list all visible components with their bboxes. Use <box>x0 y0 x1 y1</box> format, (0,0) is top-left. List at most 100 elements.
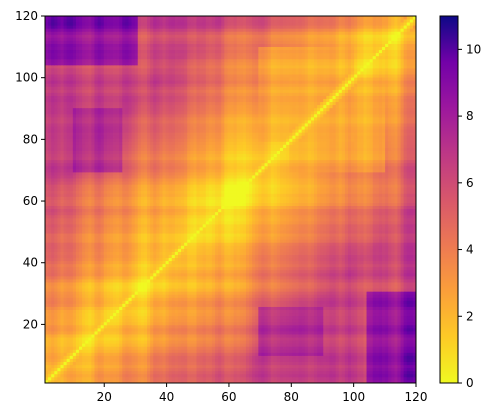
heatmap-cell <box>357 321 361 326</box>
heatmap-cell <box>295 349 299 353</box>
heatmap-cell <box>270 263 275 268</box>
heatmap-cell <box>273 373 278 378</box>
heatmap-cell <box>400 379 405 384</box>
heatmap-cell <box>147 324 151 329</box>
heatmap-cell <box>150 312 154 317</box>
heatmap-cell <box>406 285 411 289</box>
heatmap-cell <box>48 315 52 320</box>
heatmap-cell <box>258 331 262 335</box>
heatmap-cell <box>116 324 120 329</box>
heatmap-cell <box>249 318 253 323</box>
heatmap-cell <box>54 361 58 366</box>
heatmap-cell <box>221 260 225 265</box>
heatmap-cell <box>385 340 389 344</box>
heatmap-cell <box>215 376 219 381</box>
heatmap-cell <box>168 306 173 310</box>
heatmap-cell <box>295 355 299 359</box>
heatmap-cell <box>171 379 176 384</box>
heatmap-cell <box>224 379 228 384</box>
heatmap-cell <box>193 257 197 262</box>
heatmap-cell <box>273 370 278 375</box>
heatmap-cell <box>317 367 321 372</box>
heatmap-cell <box>289 361 293 366</box>
heatmap-cell <box>286 361 290 366</box>
heatmap-cell <box>171 269 176 274</box>
heatmap-cell <box>363 303 367 307</box>
heatmap-cell <box>165 358 170 362</box>
heatmap-cell <box>205 272 210 277</box>
heatmap-cell <box>66 254 71 259</box>
heatmap-cell <box>347 337 352 341</box>
heatmap-cell <box>242 257 247 262</box>
heatmap-cell <box>82 254 86 259</box>
heatmap-cell <box>113 282 117 286</box>
heatmap-cell <box>409 337 414 341</box>
heatmap-cell <box>190 340 194 344</box>
heatmap-cell <box>177 358 182 362</box>
heatmap-cell <box>54 275 58 280</box>
heatmap-cell <box>307 303 312 307</box>
heatmap-cell <box>335 355 340 359</box>
heatmap-cell <box>181 349 185 353</box>
heatmap-cell <box>378 334 383 338</box>
heatmap-cell <box>270 285 275 289</box>
heatmap-cell <box>60 321 64 326</box>
heatmap-cell <box>338 337 343 341</box>
heatmap-cell <box>171 285 176 289</box>
heatmap-cell <box>394 321 398 326</box>
heatmap-cell <box>91 352 95 356</box>
heatmap-cell <box>301 361 306 366</box>
heatmap-cell <box>106 291 111 295</box>
heatmap-cell <box>97 343 102 347</box>
heatmap-cell <box>354 275 358 280</box>
heatmap-cell <box>357 263 361 268</box>
heatmap-cell <box>79 376 83 381</box>
heatmap-cell <box>97 297 102 301</box>
heatmap-cell <box>153 340 157 344</box>
heatmap-cell <box>313 321 318 326</box>
heatmap-cell <box>60 355 64 359</box>
heatmap-cell <box>196 324 200 329</box>
heatmap-cell <box>230 358 234 362</box>
heatmap-cell <box>264 306 268 310</box>
heatmap-cell <box>82 376 86 381</box>
heatmap-cell <box>165 303 170 307</box>
heatmap-cell <box>313 272 318 277</box>
heatmap-cell <box>233 257 238 262</box>
heatmap-cell <box>109 364 114 369</box>
heatmap-cell <box>273 355 278 359</box>
heatmap-cell <box>310 352 315 356</box>
heatmap-cell <box>159 263 163 268</box>
heatmap-cell <box>137 355 142 359</box>
heatmap-cell <box>273 376 278 381</box>
heatmap-cell <box>249 340 253 344</box>
heatmap-cell <box>140 282 145 286</box>
heatmap-cell <box>338 260 343 265</box>
heatmap-cell <box>60 367 64 372</box>
heatmap-cell <box>82 373 86 378</box>
heatmap-cell <box>258 318 262 323</box>
heatmap-cell <box>94 266 98 271</box>
heatmap-cell <box>239 334 244 338</box>
heatmap-cell <box>193 355 197 359</box>
heatmap-cell <box>190 324 194 329</box>
heatmap-cell <box>403 272 408 277</box>
heatmap-cell <box>236 321 241 326</box>
heatmap-cell <box>289 272 293 277</box>
heatmap-cell <box>134 361 139 366</box>
heatmap-cell <box>335 294 340 298</box>
heatmap-cell <box>286 300 290 304</box>
heatmap-cell <box>385 373 389 378</box>
heatmap-cell <box>106 306 111 310</box>
heatmap-cell <box>310 318 315 323</box>
heatmap-cell <box>113 294 117 298</box>
heatmap-cell <box>181 312 185 317</box>
heatmap-cell <box>187 315 191 320</box>
heatmap-cell <box>113 324 117 329</box>
heatmap-cell <box>137 340 142 344</box>
heatmap-cell <box>307 355 312 359</box>
heatmap-cell <box>304 355 309 359</box>
heatmap-cell <box>227 346 231 350</box>
heatmap-cell <box>307 300 312 304</box>
heatmap-cell <box>94 312 98 317</box>
